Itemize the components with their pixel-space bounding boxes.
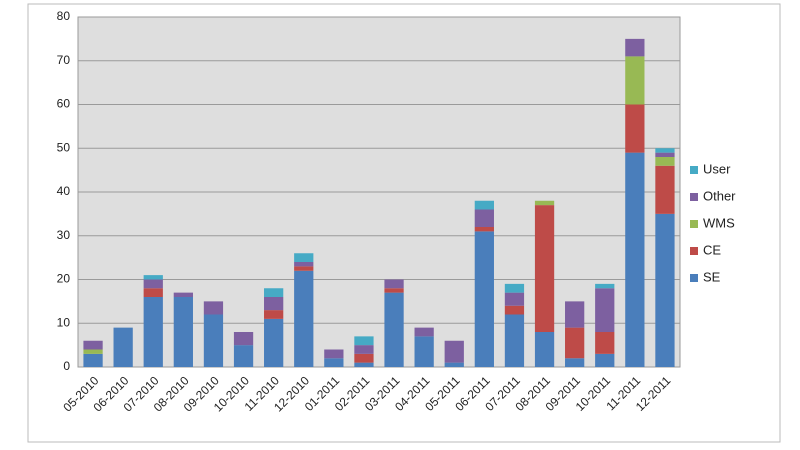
bar-segment (655, 213, 675, 367)
legend-label: SE (703, 269, 721, 284)
bar-segment (113, 327, 133, 367)
y-tick-label: 30 (57, 228, 71, 242)
y-tick-label: 60 (57, 97, 71, 111)
bar-segment (444, 362, 464, 367)
bar-segment (294, 262, 314, 267)
bar-segment (655, 148, 675, 153)
y-tick-label: 0 (63, 359, 70, 373)
bar-segment (474, 227, 494, 232)
bar-segment (534, 200, 555, 206)
bar-segment (444, 340, 464, 363)
bar-segment (203, 314, 224, 367)
legend-swatch (690, 220, 698, 228)
legend-label: Other (703, 188, 736, 203)
bar-segment (534, 332, 555, 367)
bar-segment (504, 292, 525, 306)
bar-segment (354, 345, 374, 354)
legend-swatch (690, 166, 698, 174)
bar-segment (655, 165, 675, 214)
bar-segment (143, 288, 163, 297)
bar-segment (474, 209, 494, 227)
bar-segment (384, 288, 404, 293)
legend-label: WMS (703, 215, 735, 230)
bar-segment (625, 152, 645, 367)
bar-segment (474, 200, 494, 210)
bar-segment (414, 327, 434, 337)
bar-segment (324, 358, 344, 367)
legend-label: User (703, 161, 731, 176)
bar-segment (595, 288, 615, 332)
legend-swatch (690, 247, 698, 255)
bar-segment (474, 231, 494, 367)
y-tick-label: 80 (57, 9, 71, 23)
bar-segment (565, 327, 585, 359)
bar-segment (655, 157, 675, 166)
bar-segment (354, 336, 374, 346)
bar-segment (354, 353, 374, 363)
bar-segment (294, 266, 314, 271)
bar-segment (324, 349, 344, 359)
bar-segment (233, 345, 254, 367)
bar-segment (625, 56, 645, 105)
y-tick-label: 40 (57, 184, 71, 198)
bar-segment (655, 152, 675, 157)
y-tick-label: 20 (57, 272, 71, 286)
legend-swatch (690, 274, 698, 282)
bar-segment (384, 279, 404, 289)
bar-segment (264, 288, 284, 297)
bar-segment (625, 104, 645, 153)
bar-segment (143, 275, 163, 280)
bar-segment (595, 353, 615, 367)
bar-segment (534, 205, 555, 332)
bar-segment (203, 301, 224, 315)
bar-segment (414, 336, 434, 367)
bar-segment (264, 297, 284, 311)
bar-segment (264, 318, 284, 367)
bar-segment (595, 332, 615, 354)
bar-segment (173, 292, 193, 297)
bar-segment (354, 362, 374, 367)
bar-segment (595, 283, 615, 289)
bar-segment (565, 301, 585, 328)
bar-segment (504, 283, 525, 293)
bar-segment (83, 353, 103, 367)
legend-swatch (690, 193, 698, 201)
bar-segment (384, 292, 404, 367)
bar-segment (504, 305, 525, 315)
bar-segment (143, 297, 163, 367)
bar-segment (504, 314, 525, 367)
legend-label: CE (703, 242, 721, 257)
y-tick-label: 70 (57, 53, 71, 67)
bar-segment (264, 310, 284, 319)
y-tick-label: 50 (57, 140, 71, 154)
bar-segment (233, 332, 254, 346)
y-tick-label: 10 (57, 315, 71, 329)
bar-segment (143, 279, 163, 289)
bar-segment (173, 297, 193, 367)
bar-segment (294, 270, 314, 367)
bar-segment (83, 349, 103, 354)
bar-segment (294, 253, 314, 262)
bar-segment (565, 358, 585, 367)
bar-segment (83, 340, 103, 350)
bar-segment (625, 38, 645, 57)
